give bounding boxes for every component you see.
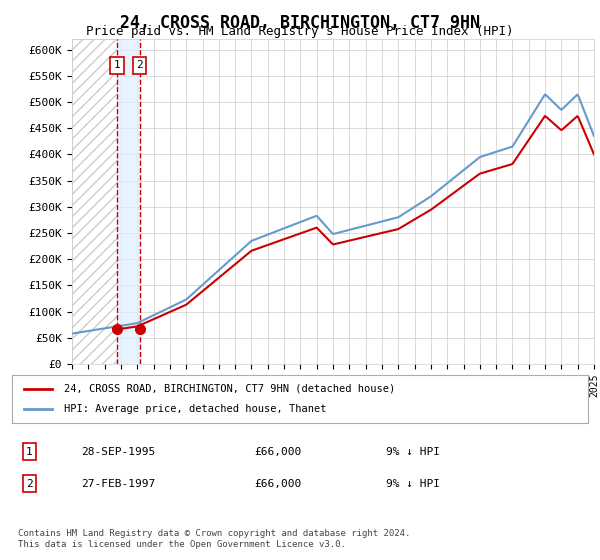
Text: 27-FEB-1997: 27-FEB-1997 [81, 479, 155, 489]
Text: 2: 2 [26, 479, 32, 489]
Bar [117, 39, 140, 364]
Text: £66,000: £66,000 [254, 446, 301, 456]
Text: 24, CROSS ROAD, BIRCHINGTON, CT7 9HN (detached house): 24, CROSS ROAD, BIRCHINGTON, CT7 9HN (de… [64, 384, 395, 394]
Text: Contains HM Land Registry data © Crown copyright and database right 2024.
This d: Contains HM Land Registry data © Crown c… [18, 529, 410, 549]
Text: 28-SEP-1995: 28-SEP-1995 [81, 446, 155, 456]
Text: 9% ↓ HPI: 9% ↓ HPI [386, 479, 440, 489]
Text: HPI: Average price, detached house, Thanet: HPI: Average price, detached house, Than… [64, 404, 326, 414]
Text: 9% ↓ HPI: 9% ↓ HPI [386, 446, 440, 456]
Text: 1: 1 [26, 446, 32, 456]
Bar [72, 39, 117, 364]
Text: 24, CROSS ROAD, BIRCHINGTON, CT7 9HN: 24, CROSS ROAD, BIRCHINGTON, CT7 9HN [120, 14, 480, 32]
Text: £66,000: £66,000 [254, 479, 301, 489]
Text: 2: 2 [136, 60, 143, 70]
Text: Price paid vs. HM Land Registry's House Price Index (HPI): Price paid vs. HM Land Registry's House … [86, 25, 514, 38]
Text: 1: 1 [113, 60, 120, 70]
